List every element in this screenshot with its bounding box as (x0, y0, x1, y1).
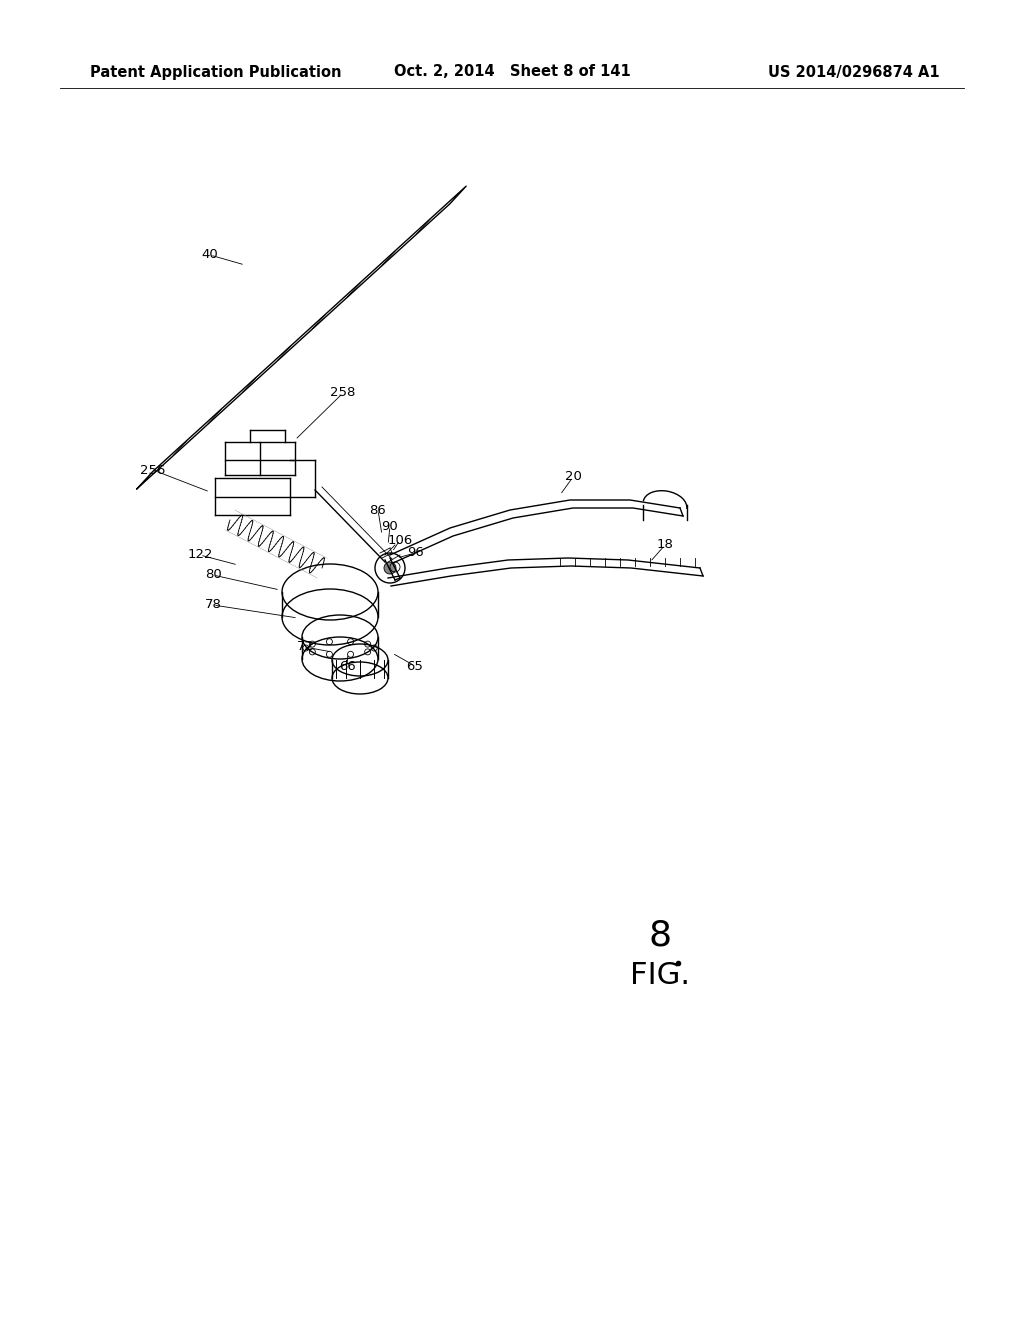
Text: 106: 106 (387, 533, 413, 546)
Text: 18: 18 (656, 539, 674, 552)
Text: 8: 8 (648, 917, 672, 952)
Text: 256: 256 (140, 463, 166, 477)
Text: 72: 72 (297, 640, 313, 653)
Circle shape (384, 562, 396, 574)
Text: 258: 258 (331, 387, 355, 400)
Text: 40: 40 (202, 248, 218, 261)
Text: Patent Application Publication: Patent Application Publication (90, 65, 341, 79)
Text: 96: 96 (407, 546, 423, 560)
Text: 66: 66 (339, 660, 355, 672)
Text: Oct. 2, 2014   Sheet 8 of 141: Oct. 2, 2014 Sheet 8 of 141 (393, 65, 631, 79)
Text: 122: 122 (187, 549, 213, 561)
Text: US 2014/0296874 A1: US 2014/0296874 A1 (768, 65, 940, 79)
Text: FIG.: FIG. (630, 961, 690, 990)
Text: 86: 86 (370, 503, 386, 516)
Text: 80: 80 (205, 569, 221, 582)
Text: 20: 20 (564, 470, 582, 483)
Text: 78: 78 (205, 598, 221, 611)
Text: 90: 90 (382, 520, 398, 532)
Text: 65: 65 (407, 660, 424, 672)
